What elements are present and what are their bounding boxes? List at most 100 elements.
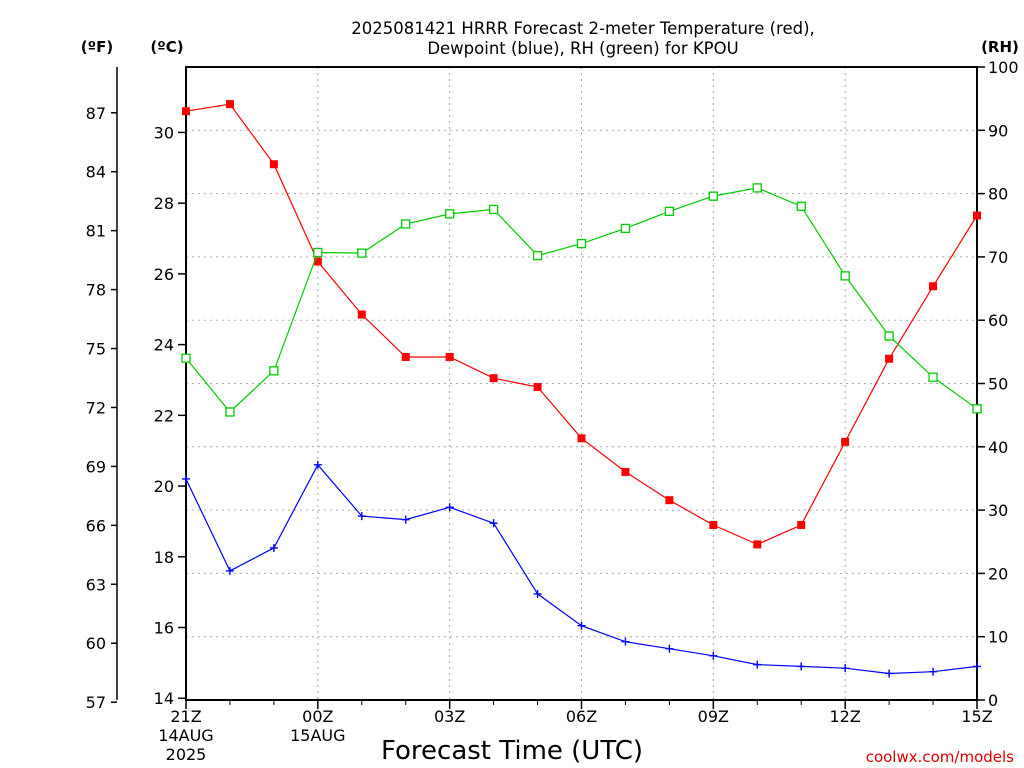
rh-point xyxy=(488,204,499,215)
x-tick-date-label: 14AUG xyxy=(158,726,213,745)
celsius-tick-label: 16 xyxy=(154,619,174,638)
fahrenheit-axis-units: (ºF) xyxy=(81,38,113,56)
dewpoint-point xyxy=(841,664,850,673)
temperature-point xyxy=(973,211,981,220)
dewpoint-point xyxy=(489,519,498,528)
rh-point xyxy=(884,331,894,341)
x-tick-label: 15Z xyxy=(961,707,992,726)
rh-point xyxy=(620,223,631,234)
temperature-point xyxy=(621,467,630,476)
temperature-point xyxy=(182,107,190,116)
temperature-point xyxy=(577,434,586,443)
credit-text: coolwx.com/models xyxy=(866,748,1014,766)
celsius-tick-label: 20 xyxy=(154,477,174,496)
rh-tick-label: 70 xyxy=(988,248,1008,267)
data-series xyxy=(181,100,982,678)
fahrenheit-tick-label: 60 xyxy=(86,634,106,653)
x-tick-label: 03Z xyxy=(434,707,465,726)
chart-subtitle: Dewpoint (blue), RH (green) for KPOU xyxy=(427,39,738,58)
rh-point xyxy=(752,183,762,193)
celsius-tick-label: 18 xyxy=(154,548,174,567)
axis-ticks: 14 16 18 20 22 24 26 28 30 57 60 63 66 69 72 75 78 81 84 87… xyxy=(86,58,1019,764)
dewpoint-line xyxy=(185,463,978,675)
chart-title: 2025081421 HRRR Forecast 2-meter Tempera… xyxy=(351,19,815,38)
celsius-tick-label: 28 xyxy=(154,194,174,213)
rh-line xyxy=(185,187,978,413)
fahrenheit-tick-label: 63 xyxy=(86,575,106,594)
dewpoint-point xyxy=(269,543,278,552)
dewpoint-point xyxy=(665,644,674,653)
rh-tick-label: 60 xyxy=(988,311,1008,330)
x-tick-label: 12Z xyxy=(830,707,861,726)
celsius-tick-label: 30 xyxy=(154,123,174,142)
dewpoint-point xyxy=(973,662,981,671)
rh-tick-label: 100 xyxy=(988,58,1019,77)
x-tick-year-label: 2025 xyxy=(166,745,207,764)
dewpoint-point xyxy=(753,660,762,669)
x-tick-label: 00Z xyxy=(302,707,333,726)
rh-tick-label: 50 xyxy=(988,375,1008,394)
temperature-point xyxy=(313,257,322,266)
fahrenheit-tick-label: 84 xyxy=(86,163,106,182)
dewpoint-point xyxy=(621,637,630,646)
fahrenheit-tick-label: 57 xyxy=(86,693,106,712)
fahrenheit-tick-label: 78 xyxy=(86,281,106,300)
dewpoint-point xyxy=(225,566,234,575)
rh-axis-units: (RH) xyxy=(981,38,1019,56)
dewpoint-point xyxy=(797,662,806,671)
dewpoint-point xyxy=(709,651,718,660)
grid-lines xyxy=(186,67,977,700)
temperature-point xyxy=(665,496,674,505)
dewpoint-point xyxy=(533,589,542,598)
temperature-point xyxy=(445,352,454,361)
rh-point xyxy=(225,407,235,417)
dewpoint-point xyxy=(929,667,938,676)
temperature-point xyxy=(357,310,366,319)
celsius-tick-label: 26 xyxy=(154,265,174,284)
rh-point xyxy=(928,372,938,382)
rh-point xyxy=(313,247,323,258)
dewpoint-point xyxy=(445,503,454,512)
dewpoint-point xyxy=(313,460,322,469)
temperature-point xyxy=(841,437,850,446)
temperature-point xyxy=(489,374,498,383)
fahrenheit-tick-label: 66 xyxy=(86,516,106,535)
rh-point xyxy=(357,248,367,258)
temperature-point xyxy=(885,354,894,363)
fahrenheit-tick-label: 69 xyxy=(86,457,106,476)
rh-tick-label: 10 xyxy=(988,628,1008,647)
celsius-axis-units: (ºC) xyxy=(150,38,183,56)
rh-point xyxy=(972,404,982,414)
temperature-point xyxy=(533,383,542,392)
temperature-point xyxy=(929,282,938,291)
dewpoint-point xyxy=(357,512,366,521)
fahrenheit-tick-label: 75 xyxy=(86,340,106,359)
dewpoint-point xyxy=(401,515,410,524)
celsius-tick-label: 14 xyxy=(154,689,174,708)
rh-point xyxy=(445,209,455,219)
dewpoint-point xyxy=(885,669,894,678)
x-tick-label: 09Z xyxy=(698,707,729,726)
temperature-point xyxy=(709,520,718,529)
x-tick-label: 21Z xyxy=(170,707,201,726)
rh-point xyxy=(401,219,411,229)
dewpoint-point xyxy=(577,621,586,630)
fahrenheit-tick-label: 72 xyxy=(86,398,106,417)
fahrenheit-tick-label: 81 xyxy=(86,222,106,241)
rh-tick-label: 30 xyxy=(988,501,1008,520)
rh-tick-label: 80 xyxy=(988,185,1008,204)
rh-point xyxy=(708,191,718,201)
x-tick-label: 06Z xyxy=(566,707,597,726)
temperature-point xyxy=(797,520,806,529)
temperature-point xyxy=(401,352,410,361)
rh-point xyxy=(840,271,850,281)
rh-tick-label: 0 xyxy=(988,691,998,710)
rh-point xyxy=(664,206,675,216)
rh-tick-label: 90 xyxy=(988,121,1008,140)
rh-point xyxy=(532,250,543,261)
rh-point xyxy=(796,201,806,211)
rh-point xyxy=(269,366,279,376)
rh-point xyxy=(181,353,191,363)
fahrenheit-tick-label: 87 xyxy=(86,104,106,123)
